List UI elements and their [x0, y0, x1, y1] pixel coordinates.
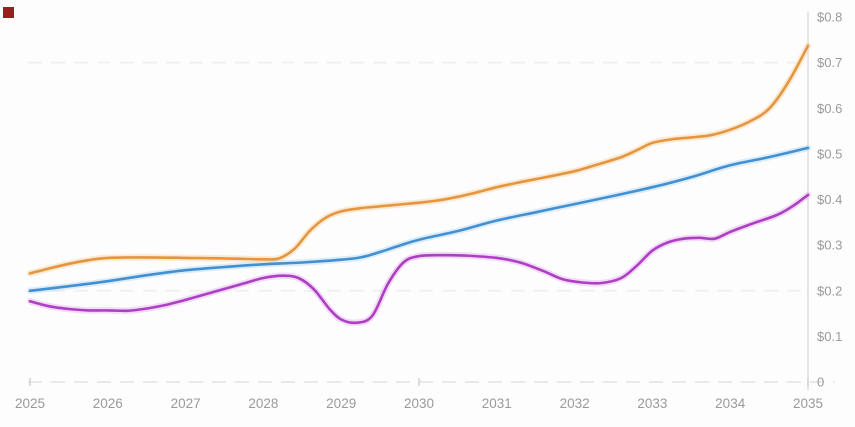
x-axis-label: 2032	[560, 396, 590, 411]
x-axis-label: 2029	[326, 396, 356, 411]
x-axis-label: 2025	[15, 396, 45, 411]
y-axis-label: $0.5	[817, 146, 842, 161]
x-axis-label: 2033	[637, 396, 667, 411]
orange-line	[28, 44, 810, 275]
y-axis-label: $0.4	[817, 192, 842, 207]
x-axis-label: 2026	[93, 396, 123, 411]
y-axis-label: $0.1	[817, 329, 842, 344]
blue-line-halo	[26, 144, 812, 295]
x-axis-label: 2035	[793, 396, 823, 411]
y-axis-label: $0.6	[817, 101, 842, 116]
y-axis-label: 0	[817, 375, 824, 390]
x-axis-label: 2031	[482, 396, 512, 411]
x-axis-label: 2028	[248, 396, 278, 411]
magenta-line	[28, 193, 810, 325]
x-axis-label: 2030	[404, 396, 434, 411]
blue-line	[28, 146, 810, 293]
x-axis-label: 2027	[171, 396, 201, 411]
y-axis-label: $0.7	[817, 55, 842, 70]
x-axis-label: 2034	[715, 396, 746, 411]
y-axis-label: $0.8	[817, 10, 842, 25]
y-axis-label: $0.3	[817, 238, 842, 253]
y-axis-label: $0.2	[817, 283, 842, 298]
corner-marker	[3, 7, 14, 18]
